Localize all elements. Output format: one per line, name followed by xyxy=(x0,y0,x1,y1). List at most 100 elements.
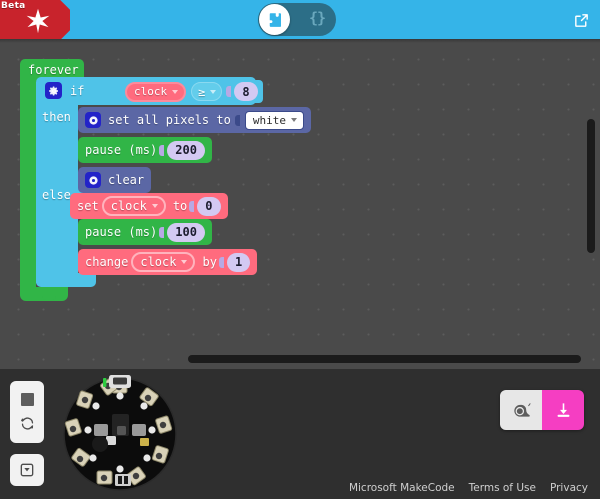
button-b xyxy=(132,424,146,436)
pause-100-value[interactable]: 100 xyxy=(167,222,205,242)
external-link-icon xyxy=(574,13,588,27)
download-button[interactable] xyxy=(542,390,584,430)
chevron-down-icon[interactable] xyxy=(290,118,297,122)
blocks-toggle-button[interactable] xyxy=(259,4,290,35)
number-plug xyxy=(218,256,224,268)
simulator-screenshot-button[interactable] xyxy=(10,454,44,486)
gear-glyph xyxy=(88,115,98,125)
horizontal-scroll-thumb[interactable] xyxy=(188,355,581,363)
blocks-workspace[interactable]: forever if xyxy=(0,39,600,369)
comparison-block[interactable]: clock ≥ 8 xyxy=(108,80,263,103)
pause-200-block[interactable]: pause (ms) 200 xyxy=(78,137,212,163)
if-else-block[interactable]: if then else clock ≥ xyxy=(36,77,326,289)
change-clock-variable-label: clock xyxy=(140,255,177,269)
footer-link-terms[interactable]: Terms of Use xyxy=(468,482,536,494)
download-button-group[interactable] xyxy=(500,390,584,430)
refresh-icon[interactable] xyxy=(20,416,35,431)
power-led xyxy=(103,378,107,387)
change-clock-block[interactable]: change clock by 1 xyxy=(78,249,258,275)
comparison-operator-label: ≥ xyxy=(198,84,206,99)
number-plug xyxy=(159,226,165,238)
then-label: then xyxy=(42,110,71,124)
chevron-down-icon[interactable] xyxy=(210,89,217,94)
set-all-pixels-label: set all pixels to xyxy=(108,113,231,127)
canvas-top-shadow xyxy=(0,39,600,43)
change-clock-mid-label: by xyxy=(202,255,217,269)
footer-link-privacy[interactable]: Privacy xyxy=(549,482,588,494)
set-clock-block[interactable]: set clock to 0 xyxy=(70,193,228,219)
set-clock-prefix-label: set xyxy=(77,199,99,213)
chevron-down-icon[interactable] xyxy=(172,89,179,94)
button-a xyxy=(94,424,108,436)
stop-square-icon[interactable] xyxy=(20,393,34,406)
change-clock-variable-dropdown[interactable]: clock xyxy=(131,252,196,272)
footer-links: Microsoft MakeCode Terms of Use Privacy xyxy=(349,482,588,494)
pause-200-value[interactable]: 200 xyxy=(167,140,205,160)
vertical-scroll-thumb[interactable] xyxy=(587,119,595,253)
camera-save-icon xyxy=(20,463,34,477)
brand-logo-area[interactable]: Beta xyxy=(0,0,70,39)
pause-100-label: pause (ms) xyxy=(85,225,158,239)
forever-block[interactable]: forever if xyxy=(20,59,330,306)
adafruit-flower-logo-icon xyxy=(26,8,50,34)
number-plug xyxy=(159,144,165,156)
change-clock-prefix-label: change xyxy=(85,255,129,269)
top-toolbar: Beta {} xyxy=(0,0,600,39)
clear-block[interactable]: clear xyxy=(78,167,152,193)
color-plug xyxy=(234,114,240,126)
slow-motion-button[interactable] xyxy=(500,390,542,430)
settings-gear-icon[interactable] xyxy=(85,112,101,128)
language-toggle[interactable]: {} xyxy=(258,3,336,36)
javascript-braces-icon[interactable]: {} xyxy=(308,9,326,27)
forever-block-foot xyxy=(20,287,68,301)
change-clock-value[interactable]: 1 xyxy=(226,252,251,272)
beta-badge-label: Beta xyxy=(1,1,26,11)
condition-number-input[interactable]: 8 xyxy=(234,82,258,101)
if-block-foot xyxy=(36,273,96,287)
comparison-operator-select[interactable]: ≥ xyxy=(191,82,223,101)
push-button xyxy=(117,426,126,435)
circuit-playground-board[interactable] xyxy=(60,374,180,494)
if-label: if xyxy=(70,84,85,98)
board-pads xyxy=(84,392,156,473)
pause-100-block[interactable]: pause (ms) 100 xyxy=(78,219,212,245)
battery-connector xyxy=(115,474,131,486)
forever-block-notch xyxy=(42,295,56,300)
set-clock-variable-label: clock xyxy=(110,199,147,213)
variable-clock-reporter[interactable]: clock xyxy=(125,81,187,102)
set-clock-variable-dropdown[interactable]: clock xyxy=(101,196,166,216)
download-arrow-icon xyxy=(557,402,569,417)
forever-block-head[interactable]: forever xyxy=(20,59,84,81)
variable-clock-label: clock xyxy=(134,85,168,98)
chevron-down-icon[interactable] xyxy=(181,260,188,264)
number-plug xyxy=(226,86,232,97)
pixel-color-dropdown[interactable]: white xyxy=(244,110,304,130)
footer-link-makecode[interactable]: Microsoft MakeCode xyxy=(348,482,455,494)
gear-glyph xyxy=(88,175,98,185)
else-label: else xyxy=(42,188,71,202)
set-clock-mid-label: to xyxy=(172,199,188,213)
clear-label: clear xyxy=(108,173,145,187)
block-program[interactable]: forever if xyxy=(20,59,330,306)
set-all-pixels-block[interactable]: set all pixels to white xyxy=(78,107,311,133)
light-sensor xyxy=(140,438,149,446)
snail-icon xyxy=(514,403,531,417)
workspace-horizontal-scrollbar[interactable] xyxy=(0,353,600,365)
pause-200-label: pause (ms) xyxy=(85,143,158,157)
number-plug xyxy=(189,200,195,212)
simulator-stop-restart-button[interactable] xyxy=(10,381,44,443)
simulator-panel: Microsoft MakeCode Terms of Use Privacy xyxy=(0,369,600,499)
speaker xyxy=(92,436,108,452)
comparison-plug xyxy=(117,86,122,97)
settings-gear-icon[interactable] xyxy=(45,82,62,99)
pixel-color-value: white xyxy=(252,113,286,127)
forever-block-arm xyxy=(20,77,36,291)
gear-glyph xyxy=(48,86,58,95)
set-clock-value[interactable]: 0 xyxy=(197,196,221,216)
chevron-down-icon[interactable] xyxy=(151,204,158,208)
blocks-puzzle-icon xyxy=(269,12,281,27)
fullscreen-button[interactable] xyxy=(570,9,592,31)
forever-label: forever xyxy=(28,63,79,77)
settings-gear-icon[interactable] xyxy=(85,172,101,188)
